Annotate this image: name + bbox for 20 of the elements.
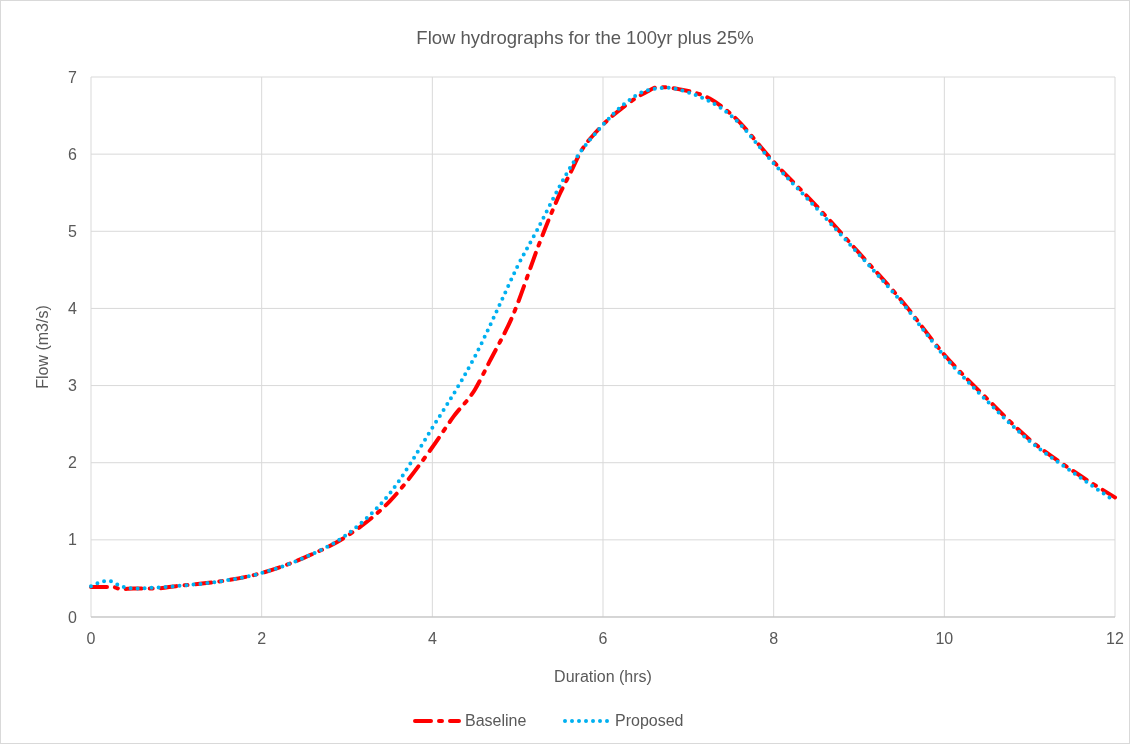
x-axis-title: Duration (hrs) [554,668,652,685]
x-tick-label: 8 [769,630,779,647]
chart-title: Flow hydrographs for the 100yr plus 25% [416,27,754,48]
x-tick-label: 10 [935,630,954,647]
x-tick-label: 0 [86,630,96,647]
legend-label: Proposed [615,712,684,729]
x-tick-label: 4 [427,630,437,647]
y-tick-label: 6 [68,145,78,163]
y-tick-label: 7 [68,68,78,86]
y-axis-title: Flow (m3/s) [34,305,51,389]
y-tick-label: 5 [68,222,78,240]
y-tick-label: 1 [68,531,78,549]
x-tick-label: 6 [598,630,608,647]
y-tick-label: 4 [68,300,78,318]
y-tick-label: 0 [68,608,78,626]
x-tick-label: 2 [257,630,267,647]
x-tick-label: 12 [1106,630,1124,647]
y-tick-label: 3 [68,377,78,395]
legend-label: Baseline [465,712,527,729]
y-tick-label: 2 [68,454,78,472]
